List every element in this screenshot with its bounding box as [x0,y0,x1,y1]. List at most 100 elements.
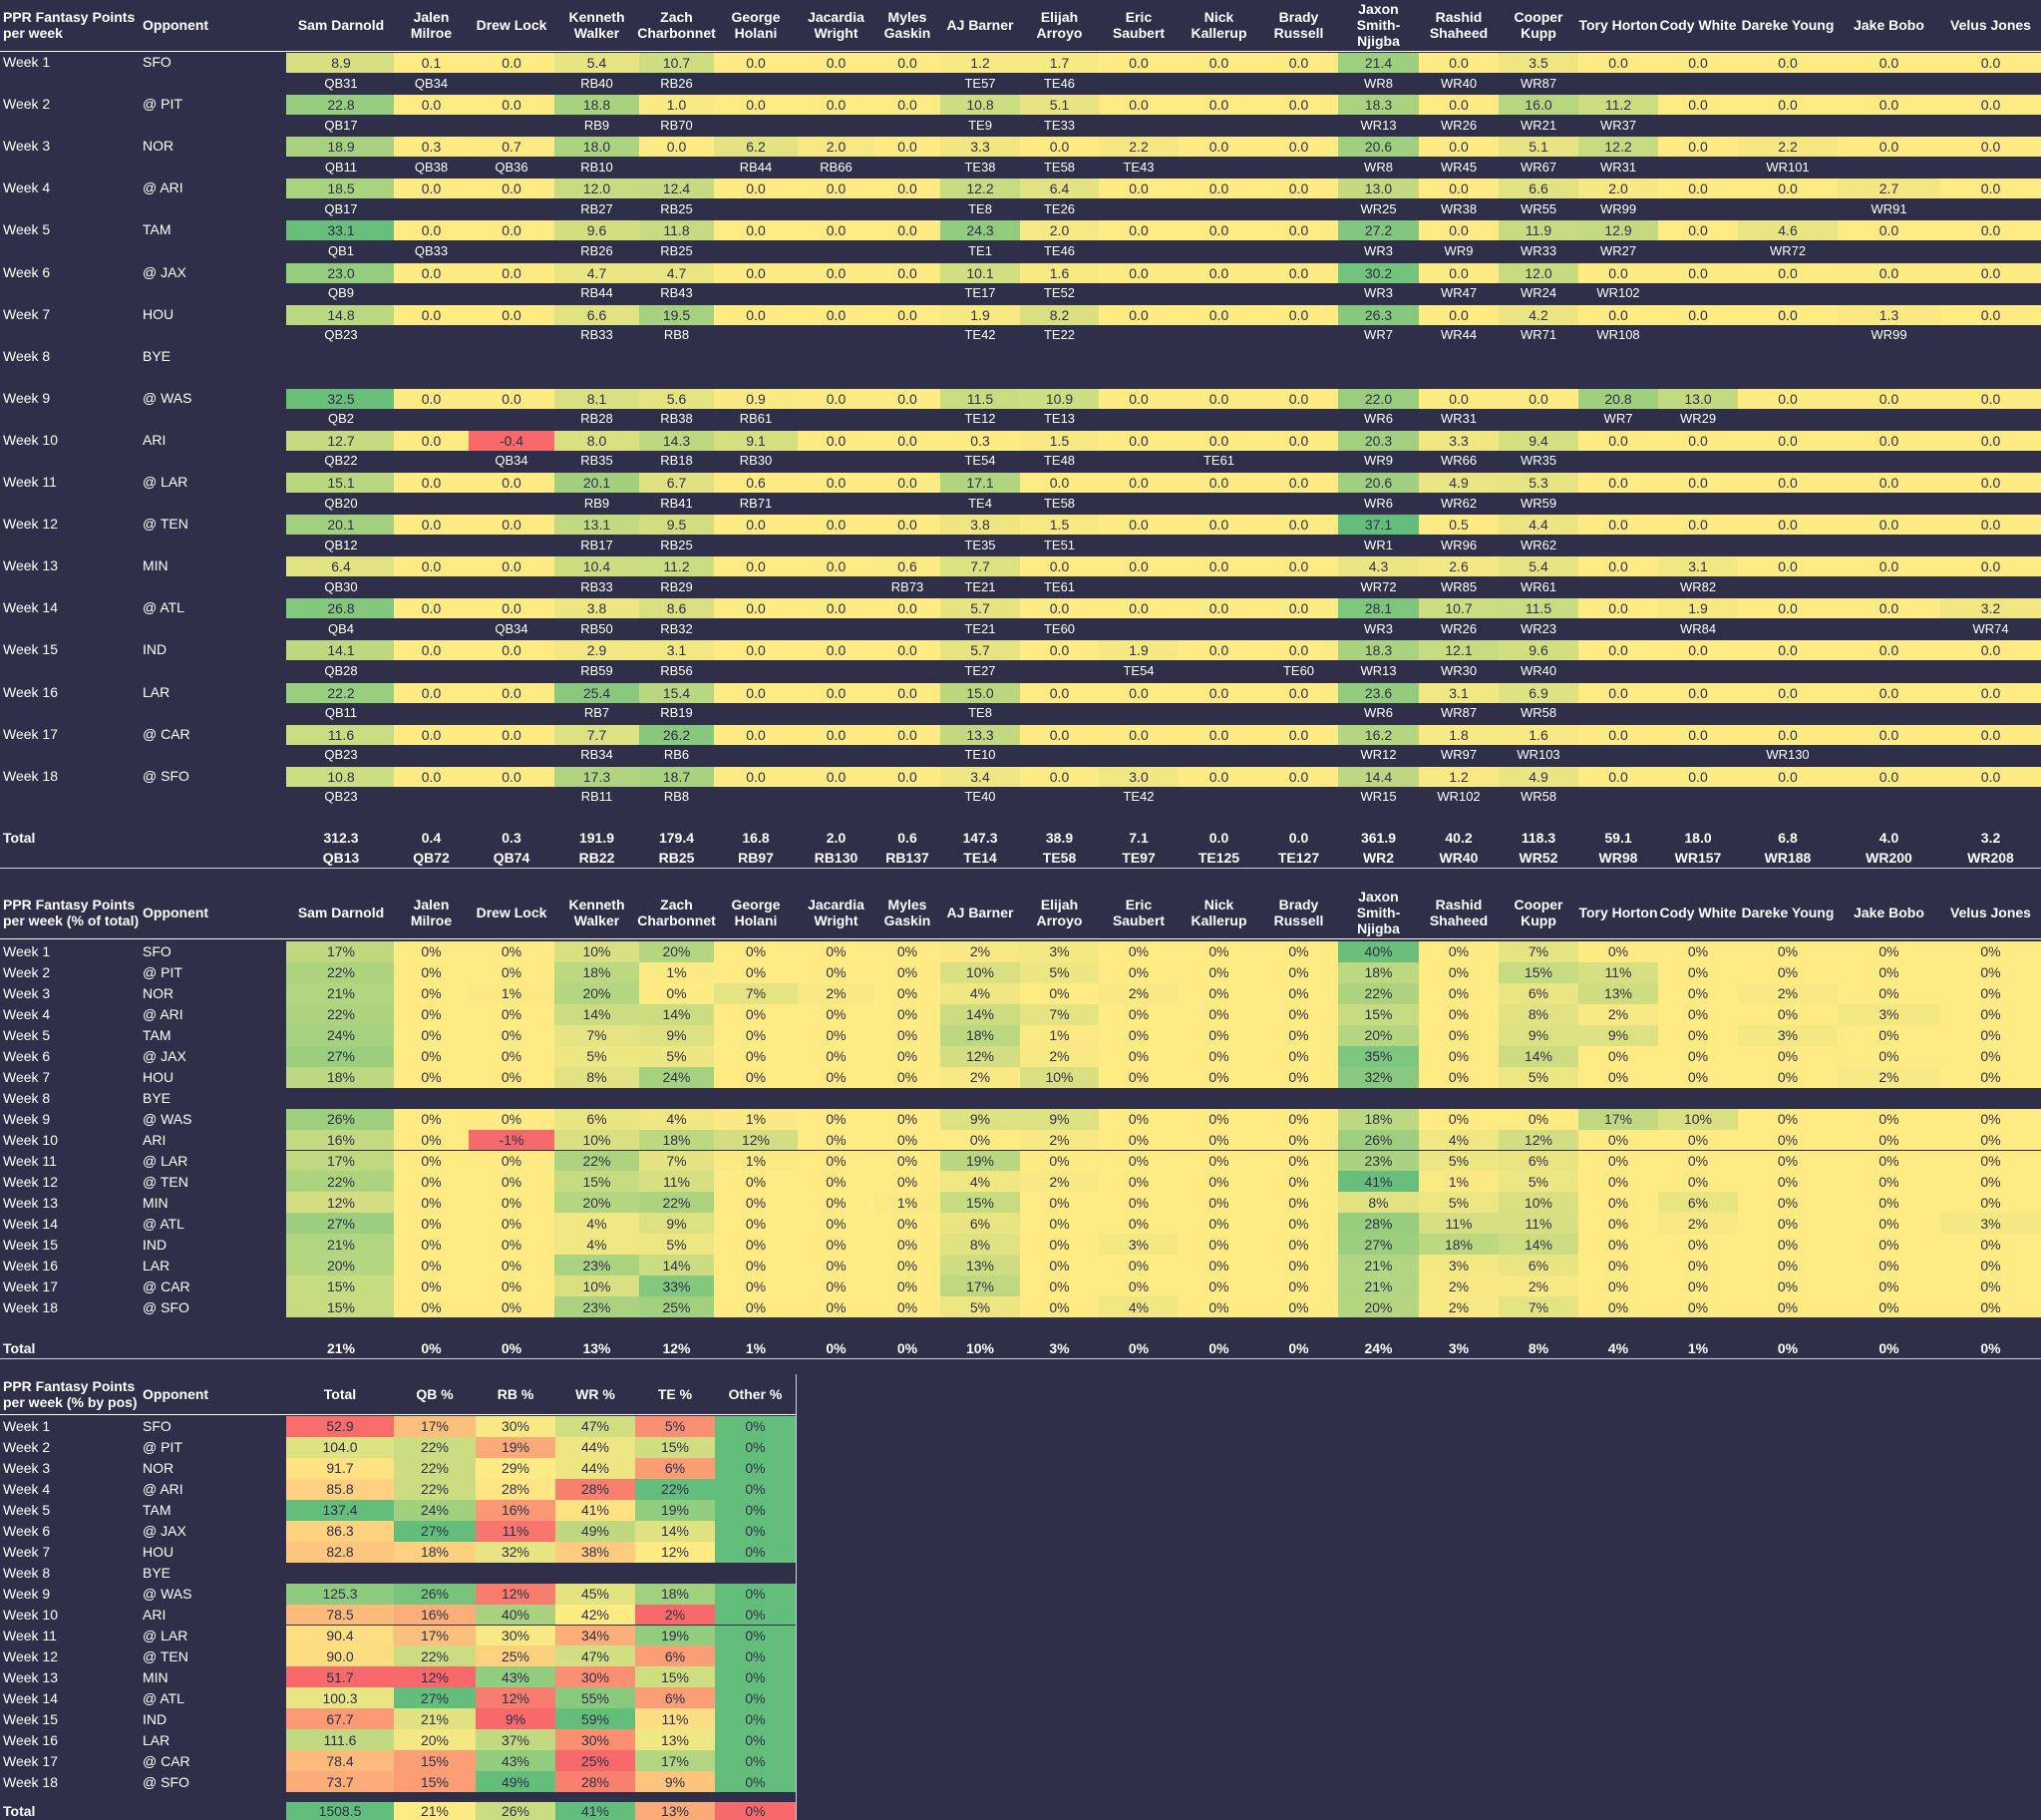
header-row: PPR Fantasy Points per week (% by pos) Op… [0,1374,796,1414]
percent-cell: 10% [940,961,1020,983]
opponent-label: ARI [143,1607,167,1624]
percent-cell: 0% [714,1296,798,1318]
percent-cell: 0% [1179,1213,1259,1235]
total-value: 38.9 [1045,830,1074,846]
value-cell: 6% [635,1687,715,1709]
total-label: Total [3,830,36,846]
opponent-label: @ LAR [143,474,188,490]
percent-cell: 32% [1338,1066,1419,1088]
rank-label: TE8 [968,200,992,216]
percent-cell: 0% [394,1045,469,1067]
points-cell: 0.0 [1259,95,1338,116]
total-value: 1% [1687,1340,1709,1356]
rank-label: TE60 [1282,662,1315,678]
percent-cell: 0% [1179,1066,1259,1088]
percent-cell: 2% [1020,1129,1099,1151]
rank-label: RB25 [660,242,693,258]
percent-cell: 18% [554,961,639,983]
week-label: Week 18 [3,1298,58,1315]
percent-cell: 0% [1179,941,1259,962]
value-cell: 14% [635,1520,715,1542]
player-header: George Holani [731,897,781,928]
percent-cell: 0% [1179,1108,1259,1130]
percent-cell: 6% [1658,1192,1738,1214]
value-cell: 104.0 [286,1436,394,1458]
points-cell: 0.0 [874,262,940,283]
points-cell: 0.0 [1099,304,1179,325]
percent-cell: 0% [1940,1003,2041,1025]
points-cell: 4.3 [1338,556,1419,577]
player-header: Nick Kallerup [1191,897,1247,928]
percent-cell: 0% [798,1171,874,1193]
opponent-label: @ LAR [143,1627,188,1643]
points-cell: 0.0 [469,766,554,787]
player-header: Jacardia Wright [808,9,864,41]
points-cell: 0.0 [1738,430,1838,451]
total-rank: WR188 [1764,850,1812,866]
percent-cell: 0% [798,1234,874,1256]
rank-label: TE33 [1043,117,1076,133]
points-cell: 1.6 [1499,724,1578,745]
rank-label: QB36 [495,159,528,175]
points-cell: 0.0 [394,179,469,199]
value-cell: 37% [476,1729,555,1751]
player-header: Drew Lock [476,905,547,920]
percent-cell: 1% [874,1192,940,1214]
percent-cell: 22% [286,961,396,983]
total-value: 0.4 [421,830,442,846]
percent-cell: 0% [469,1066,554,1088]
week-label: Week 5 [3,1027,51,1044]
value-cell: 17% [394,1416,476,1437]
rank-label: RB26 [580,242,613,258]
percent-cell: 7% [714,982,798,1004]
percent-cell: 1% [469,982,554,1004]
player-header: Rashid Shaheed [1429,9,1489,41]
percent-cell: 0% [469,1024,554,1046]
points-cell: 8.9 [286,53,396,73]
value-cell: 0% [715,1436,796,1458]
value-cell: 45% [555,1583,635,1605]
opponent-label: LAR [143,1731,170,1748]
points-cell: 0.0 [1738,388,1838,409]
rank-label: RB66 [820,159,852,175]
percent-cell: 13% [1578,982,1658,1004]
value-cell: 0% [715,1541,796,1563]
opponent-label: MIN [143,557,169,574]
points-cell: 0.0 [469,724,554,745]
opponent-label: @ ARI [143,1481,183,1498]
total-value: 8% [1528,1340,1549,1356]
rank-label: RB9 [583,117,610,133]
rank-label: WR31 [1440,411,1478,427]
week-label: Week 2 [3,1439,51,1456]
points-cell: 4.2 [1499,304,1578,325]
points-cell: 0.0 [1099,682,1179,703]
percent-cell: 0% [1419,1045,1499,1067]
rank-label: WR91 [1871,200,1907,216]
points-cell: 0.0 [874,179,940,199]
points-cell: 0.1 [394,53,469,73]
total-value: 41% [555,1802,635,1820]
percent-cell: 0% [798,1024,874,1046]
percent-cell: 0% [1838,1171,1940,1193]
percent-cell: 15% [940,1192,1020,1214]
opponent-label: @ ATL [143,1689,184,1706]
total-value: 40.2 [1445,830,1473,846]
opponent-label: @ SFO [143,1773,189,1790]
percent-cell: 4% [940,982,1020,1004]
percent-cell: 0% [798,1129,874,1151]
points-cell: 0.0 [394,473,469,493]
points-cell: 2.2 [1099,137,1179,158]
percent-cell: 0% [874,1003,940,1025]
points-cell: 0.0 [874,220,940,241]
value-cell: 12% [476,1583,555,1605]
rank-label: WR27 [1599,242,1637,258]
total-rank: RB22 [578,850,615,866]
percent-cell: 0% [394,1066,469,1088]
points-cell: 20.6 [1338,473,1419,493]
percent-cell: 0% [1940,982,2041,1004]
rank-label: QB28 [324,662,358,678]
week-row: Week 10 ARI 12.7 0.0 -0.4 8.0 14.3 9.1 0.0 0.0 0.3… [0,430,2041,472]
rank-label: TE1 [968,242,992,258]
value-cell: 27% [394,1520,476,1542]
value-cell: 85.8 [286,1478,394,1500]
